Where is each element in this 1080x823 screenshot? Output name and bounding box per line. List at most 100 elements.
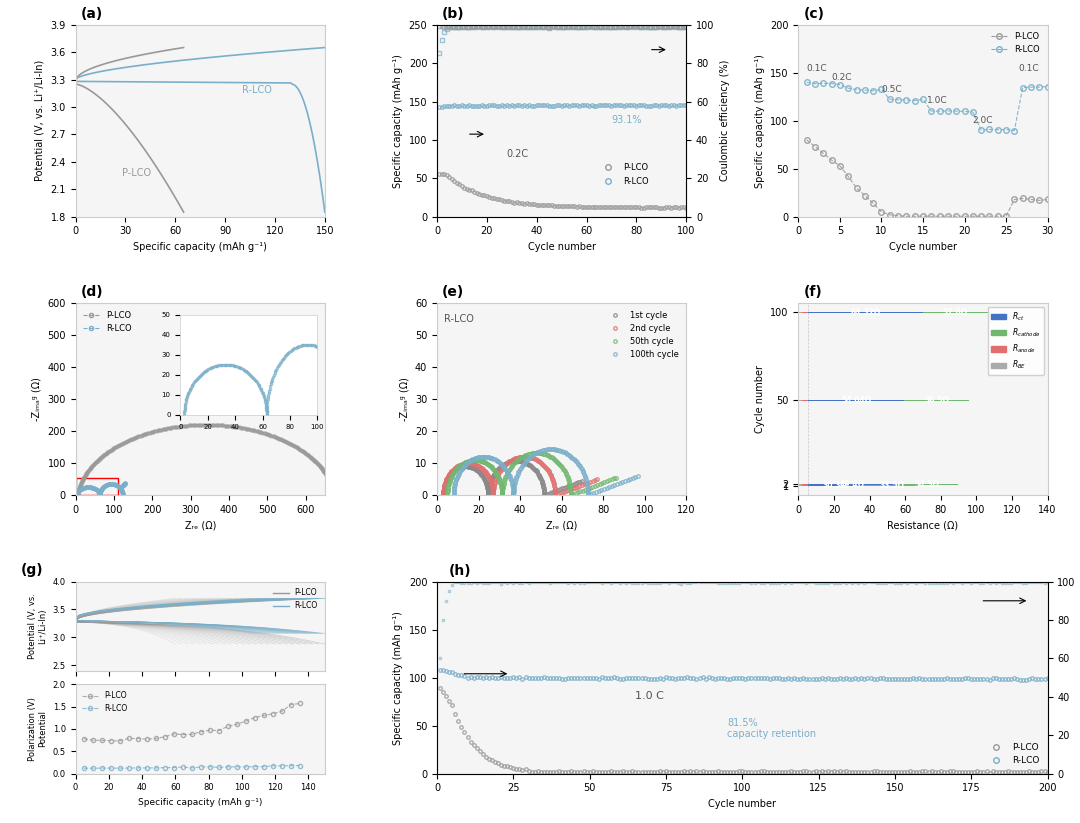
1st cycle bbox=[436, 491, 449, 500]
Legend: P-LCO, R-LCO: P-LCO, R-LCO bbox=[983, 739, 1043, 770]
X-axis label: Specific capacity (mAh g⁻¹): Specific capacity (mAh g⁻¹) bbox=[138, 797, 262, 807]
R-LCO bbox=[149, 763, 162, 773]
X-axis label: Resistance (Ω): Resistance (Ω) bbox=[888, 520, 959, 531]
R-LCO bbox=[248, 761, 261, 771]
P-LCO bbox=[203, 725, 216, 735]
X-axis label: Cycle number: Cycle number bbox=[528, 242, 595, 252]
X-axis label: Zᵣₑ (Ω): Zᵣₑ (Ω) bbox=[545, 520, 578, 531]
2nd cycle bbox=[437, 486, 450, 496]
Text: 93.1%: 93.1% bbox=[611, 115, 642, 125]
Text: (f): (f) bbox=[804, 286, 822, 300]
Text: 36.5Ω: 36.5Ω bbox=[924, 396, 949, 405]
Text: 0.2C: 0.2C bbox=[832, 73, 852, 82]
50th cycle bbox=[450, 464, 463, 474]
P-LCO bbox=[221, 721, 234, 731]
P-LCO bbox=[213, 726, 226, 736]
R-LCO bbox=[140, 763, 153, 773]
Line: P-LCO: P-LCO bbox=[82, 701, 302, 743]
R-LCO bbox=[105, 763, 118, 773]
X-axis label: Cycle number: Cycle number bbox=[708, 799, 777, 809]
Text: (a): (a) bbox=[81, 7, 103, 21]
R-LCO bbox=[203, 762, 216, 772]
P-LCO bbox=[149, 733, 162, 743]
50th cycle bbox=[465, 455, 478, 465]
Text: 0.1C: 0.1C bbox=[1018, 63, 1039, 72]
Text: 49.4Ω: 49.4Ω bbox=[839, 480, 865, 489]
P-LCO bbox=[194, 727, 207, 737]
Line: 50th cycle: 50th cycle bbox=[446, 451, 618, 497]
2nd cycle bbox=[459, 458, 472, 468]
R-LCO bbox=[294, 760, 307, 770]
P-LCO bbox=[167, 729, 180, 739]
Legend: 1st cycle, 2nd cycle, 50th cycle, 100th cycle: 1st cycle, 2nd cycle, 50th cycle, 100th … bbox=[603, 307, 683, 362]
P-LCO bbox=[257, 710, 270, 720]
R-LCO bbox=[257, 761, 270, 771]
P-LCO bbox=[122, 733, 135, 743]
1st cycle bbox=[480, 478, 492, 488]
R-LCO bbox=[113, 763, 126, 773]
R-LCO bbox=[132, 763, 145, 773]
Bar bbox=[896, 484, 958, 485]
R-LCO bbox=[95, 763, 108, 773]
Text: R-LCO: R-LCO bbox=[445, 314, 474, 324]
Y-axis label: Cycle number: Cycle number bbox=[755, 365, 765, 433]
P-LCO bbox=[267, 709, 280, 718]
Bar bbox=[904, 399, 970, 401]
100th cycle bbox=[632, 471, 645, 481]
1st cycle bbox=[575, 476, 588, 486]
Y-axis label: Potential (V, vs. Li⁺/Li-In): Potential (V, vs. Li⁺/Li-In) bbox=[35, 60, 45, 181]
Legend: $R_{ct}$, $R_{cathode}$, $R_{anode}$, $R_{BE}$: $R_{ct}$, $R_{cathode}$, $R_{anode}$, $R… bbox=[987, 307, 1043, 374]
Text: (c): (c) bbox=[804, 7, 824, 21]
100th cycle bbox=[543, 444, 556, 454]
R-LCO bbox=[221, 762, 234, 772]
2nd cycle bbox=[517, 452, 530, 462]
R-LCO bbox=[167, 763, 180, 773]
Y-axis label: Specific capacity (mAh g⁻¹): Specific capacity (mAh g⁻¹) bbox=[393, 53, 403, 188]
2nd cycle bbox=[445, 467, 458, 477]
Text: 37.0Ω: 37.0Ω bbox=[943, 308, 969, 317]
Text: 33.5Ω: 33.5Ω bbox=[879, 481, 904, 491]
R-LCO bbox=[186, 763, 199, 773]
P-LCO bbox=[113, 736, 126, 746]
2nd cycle bbox=[484, 477, 497, 486]
Y-axis label: Specific capacity (mAh g⁻¹): Specific capacity (mAh g⁻¹) bbox=[755, 53, 765, 188]
R-LCO bbox=[267, 760, 280, 770]
Bar bbox=[76, 477, 118, 495]
2nd cycle bbox=[549, 491, 562, 500]
R-LCO bbox=[284, 760, 297, 770]
Bar bbox=[798, 484, 802, 485]
P-LCO bbox=[132, 733, 145, 743]
1st cycle bbox=[509, 456, 522, 466]
Line: 100th cycle: 100th cycle bbox=[451, 448, 639, 497]
100th cycle bbox=[447, 486, 460, 495]
100th cycle bbox=[457, 462, 470, 472]
P-LCO bbox=[78, 734, 91, 744]
X-axis label: Cycle number: Cycle number bbox=[889, 242, 957, 252]
Legend: P-LCO, R-LCO: P-LCO, R-LCO bbox=[270, 585, 321, 613]
2nd cycle bbox=[436, 491, 449, 500]
Y-axis label: Polarization (V)
Potential: Polarization (V) Potential bbox=[28, 697, 48, 761]
P-LCO bbox=[186, 729, 199, 739]
X-axis label: Specific capacity (mAh g⁻¹): Specific capacity (mAh g⁻¹) bbox=[133, 242, 267, 252]
Text: P-LCO: P-LCO bbox=[122, 168, 151, 178]
100th cycle bbox=[447, 491, 460, 500]
Text: 0.5C: 0.5C bbox=[881, 85, 902, 94]
Y-axis label: -Zᵢₘₐᵍ (Ω): -Zᵢₘₐᵍ (Ω) bbox=[400, 377, 409, 421]
R-LCO bbox=[230, 762, 243, 772]
1st cycle bbox=[565, 480, 578, 490]
P-LCO bbox=[240, 716, 253, 726]
Y-axis label: Coulombic efficiency (%): Coulombic efficiency (%) bbox=[720, 60, 730, 181]
R-LCO bbox=[213, 762, 226, 772]
P-LCO bbox=[248, 713, 261, 723]
R-LCO bbox=[122, 763, 135, 773]
Text: 54.04Ω: 54.04Ω bbox=[841, 396, 872, 405]
R-LCO bbox=[194, 762, 207, 772]
2nd cycle bbox=[580, 478, 593, 488]
Text: 0.2C: 0.2C bbox=[507, 149, 529, 159]
1st cycle bbox=[437, 487, 450, 497]
Bar bbox=[808, 312, 922, 313]
Legend: P-LCO, R-LCO: P-LCO, R-LCO bbox=[80, 307, 135, 336]
P-LCO bbox=[95, 736, 108, 746]
100th cycle bbox=[582, 491, 595, 500]
Text: (d): (d) bbox=[81, 286, 104, 300]
